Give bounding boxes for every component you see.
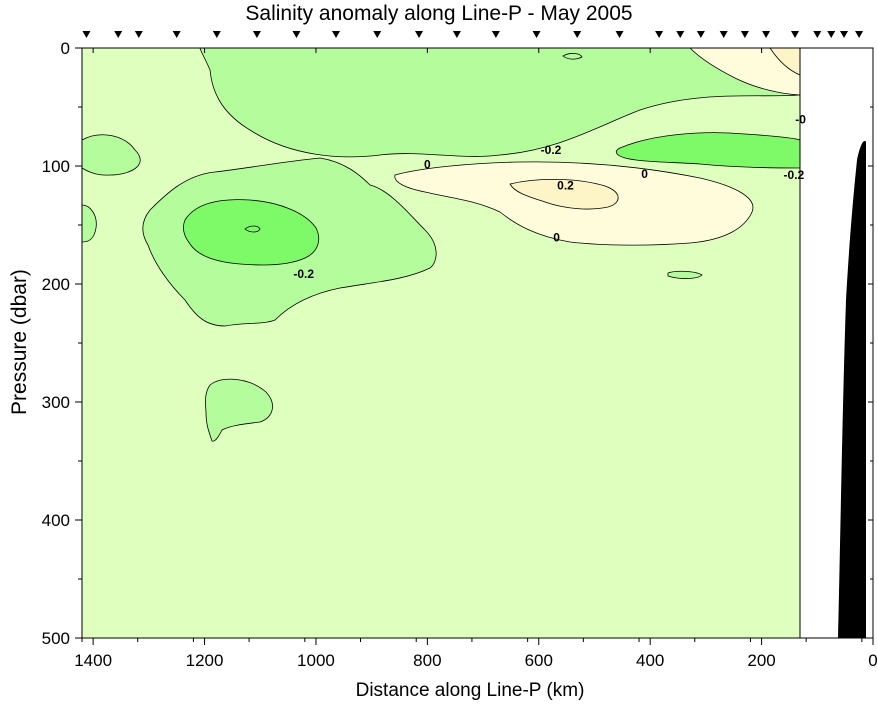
contour-fields (82, 48, 866, 638)
contour-label: 0 (424, 157, 431, 171)
station-marker (827, 31, 836, 38)
fresh-lobe-left2 (82, 204, 97, 243)
y-tick-label: 0 (61, 39, 70, 58)
fresh-tiny-top (562, 53, 583, 60)
station-marker (813, 31, 822, 38)
x-axis-label: Distance along Line-P (km) (355, 680, 585, 701)
x-tick-label: 1400 (74, 651, 112, 670)
station-marker (791, 31, 800, 38)
station-marker (762, 31, 771, 38)
bathymetry (838, 140, 866, 638)
station-marker (172, 31, 181, 38)
contour-label: -0 (795, 113, 806, 127)
station-marker (134, 31, 143, 38)
x-axis: 1400 1200 1000 800 600 400 200 0 (74, 48, 878, 670)
fresh-core-mid (183, 199, 320, 266)
station-marker (719, 31, 728, 38)
contour-label: -0.2 (293, 267, 314, 281)
station-marker (696, 31, 705, 38)
contour-label: 0 (553, 231, 560, 245)
salty-top-right (689, 48, 801, 96)
x-tick-label: 1200 (186, 651, 224, 670)
station-marker (415, 31, 424, 38)
station-marker (114, 31, 123, 38)
station-marker (332, 31, 341, 38)
chart-title: Salinity anomaly along Line-P - May 2005 (245, 2, 633, 25)
station-marker (452, 31, 461, 38)
fresh-small-lobe (667, 270, 703, 279)
x-tick-label: 0 (868, 651, 877, 670)
station-marker (212, 31, 221, 38)
fresh-core-mid-inner (244, 225, 261, 233)
station-marker (615, 31, 624, 38)
station-marker (532, 31, 541, 38)
salty-core (509, 178, 619, 210)
y-axis: 0 100 200 300 400 500 (42, 39, 873, 648)
x-tick-label: 1000 (297, 651, 335, 670)
station-marker (573, 31, 582, 38)
station-marker (491, 31, 500, 38)
fresh-blob-deep (205, 378, 273, 442)
x-tick-label: 200 (747, 651, 775, 670)
station-markers (82, 31, 864, 38)
y-tick-label: 300 (42, 393, 70, 412)
station-marker (740, 31, 749, 38)
station-marker (373, 31, 382, 38)
y-tick-label: 200 (42, 275, 70, 294)
x-tick-label: 400 (636, 651, 664, 670)
y-axis-label: Pressure (dbar) (8, 269, 31, 415)
y-tick-label: 100 (42, 157, 70, 176)
station-marker (82, 31, 91, 38)
y-tick-label: 500 (42, 629, 70, 648)
fresh-core-right (615, 132, 801, 169)
x-tick-label: 600 (525, 651, 553, 670)
fresh-band-upper (199, 48, 801, 158)
station-marker (676, 31, 685, 38)
contour-label: 0.2 (557, 179, 574, 193)
station-marker (840, 31, 849, 38)
station-marker (855, 31, 864, 38)
contour-label: 0 (641, 167, 648, 181)
station-marker (292, 31, 301, 38)
station-marker (655, 31, 664, 38)
station-marker (252, 31, 261, 38)
contour-label: -0.2 (784, 168, 805, 182)
fresh-lobe-left (82, 134, 141, 176)
contour-labels: 0 -0.2 0 0.2 0 -0.2 -0.2 -0 (293, 113, 806, 282)
x-tick-label: 800 (413, 651, 441, 670)
y-tick-label: 400 (42, 511, 70, 530)
contour-label: -0.2 (541, 143, 562, 157)
